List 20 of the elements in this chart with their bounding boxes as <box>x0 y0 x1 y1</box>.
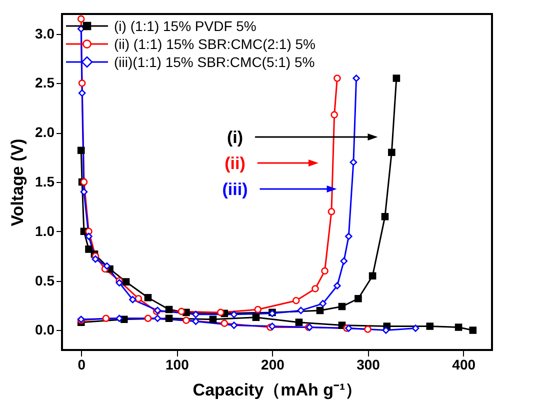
x-tick-label: 0 <box>78 356 86 372</box>
legend-label: (ii) (1:1) 15% SBR:CMC(2:1) 5% <box>114 36 316 52</box>
x-axis-title: Capacity（mAh g⁻¹） <box>192 380 362 400</box>
y-tick-label: 1.0 <box>35 222 55 239</box>
x-tick-label: 300 <box>356 356 380 372</box>
legend-label: (iii)(1:1) 15% SBR:CMC(5:1) 5% <box>114 54 315 70</box>
annotation: (i) <box>226 128 244 147</box>
y-tick-label: 3.0 <box>35 25 55 42</box>
y-tick-label: 2.5 <box>35 74 55 91</box>
y-axis-title: Voltage (V) <box>8 138 28 226</box>
y-tick-label: 1.5 <box>35 174 55 190</box>
x-tick-label: 400 <box>452 356 476 372</box>
x-tick-label: 100 <box>165 356 190 372</box>
y-tick-label: 0.5 <box>35 272 55 288</box>
y-tick-label: 0.0 <box>35 322 55 338</box>
y-tick-label: 2.0 <box>35 124 55 140</box>
annotation: (iii) <box>222 180 248 199</box>
legend-label: (i) (1:1) 15% PVDF 5% <box>114 18 256 34</box>
annotation: (ii) <box>224 154 246 173</box>
x-tick-label: 200 <box>261 356 285 372</box>
